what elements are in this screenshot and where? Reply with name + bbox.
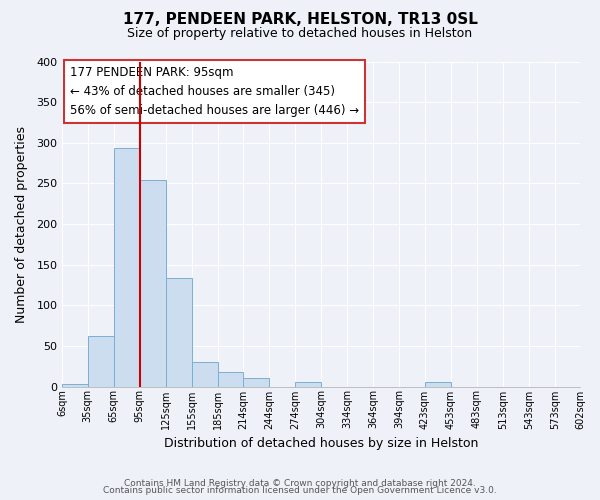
Text: Size of property relative to detached houses in Helston: Size of property relative to detached ho… <box>127 28 473 40</box>
Bar <box>62 384 88 386</box>
X-axis label: Distribution of detached houses by size in Helston: Distribution of detached houses by size … <box>164 437 478 450</box>
Bar <box>295 382 321 386</box>
Bar <box>425 382 451 386</box>
Y-axis label: Number of detached properties: Number of detached properties <box>15 126 28 322</box>
Bar <box>113 148 140 386</box>
Bar <box>140 180 166 386</box>
Text: 177, PENDEEN PARK, HELSTON, TR13 0SL: 177, PENDEEN PARK, HELSTON, TR13 0SL <box>122 12 478 28</box>
Bar <box>88 336 113 386</box>
Text: 177 PENDEEN PARK: 95sqm
← 43% of detached houses are smaller (345)
56% of semi-d: 177 PENDEEN PARK: 95sqm ← 43% of detache… <box>70 66 359 118</box>
Bar <box>243 378 269 386</box>
Bar <box>218 372 243 386</box>
Bar <box>192 362 218 386</box>
Text: Contains HM Land Registry data © Crown copyright and database right 2024.: Contains HM Land Registry data © Crown c… <box>124 478 476 488</box>
Bar <box>166 278 192 386</box>
Text: Contains public sector information licensed under the Open Government Licence v3: Contains public sector information licen… <box>103 486 497 495</box>
